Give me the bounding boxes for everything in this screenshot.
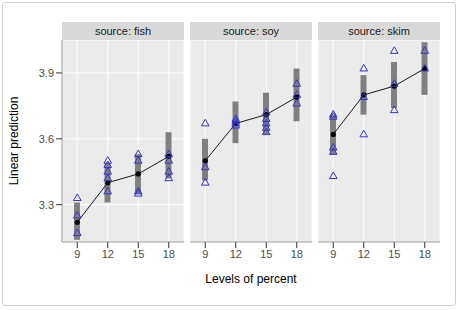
svg-text:3.3: 3.3 [39,199,54,211]
html-text:source: soy: source: soy [222,25,280,37]
svg-text:9: 9 [330,248,336,260]
html-text:Linear prediction: Linear prediction [7,96,21,186]
svg-text:9: 9 [202,248,208,260]
svg-text:18: 18 [291,248,303,260]
html-text:source: fish: source: fish [94,25,152,37]
svg-text:18: 18 [163,248,175,260]
svg-text:9: 9 [74,248,80,260]
svg-text:15: 15 [388,248,400,260]
html-text:Levels of percent: Levels of percent [205,272,297,286]
svg-text:3.6: 3.6 [39,133,54,145]
html-text:source: skim: source: skim [348,25,410,37]
svg-text:12: 12 [358,248,370,260]
svg-text:15: 15 [260,248,272,260]
svg-text:12: 12 [230,248,242,260]
svg-text:3.9: 3.9 [39,67,54,79]
svg-text:12: 12 [102,248,114,260]
svg-text:15: 15 [132,248,144,260]
svg-text:18: 18 [419,248,431,260]
